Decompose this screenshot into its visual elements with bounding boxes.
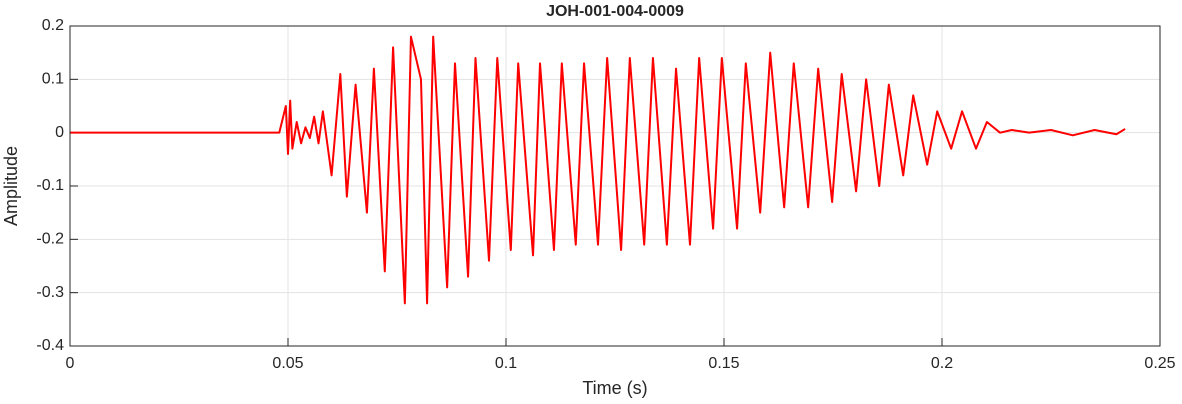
waveform-line xyxy=(70,35,1126,305)
x-tick-label: 0 xyxy=(66,355,75,372)
x-tick-label: 0.25 xyxy=(1144,355,1175,372)
x-axis-label: Time (s) xyxy=(582,378,647,398)
plot-frame xyxy=(69,25,1161,347)
x-tick-label: 0.1 xyxy=(495,355,517,372)
x-tick-label: 0.2 xyxy=(931,355,953,372)
y-tick-label: 0 xyxy=(55,124,64,141)
x-tick-label: 0.15 xyxy=(708,355,739,372)
y-axis-label: Amplitude xyxy=(1,146,21,226)
chart-title: JOH-001-004-0009 xyxy=(546,3,684,20)
y-tick-label: 0.2 xyxy=(42,17,64,34)
y-tick-label: -0.1 xyxy=(36,177,64,194)
x-tick-label: 0.05 xyxy=(272,355,303,372)
y-tick-label: 0.1 xyxy=(42,71,64,88)
y-tick-label: -0.4 xyxy=(36,337,64,354)
y-tick-label: -0.3 xyxy=(36,284,64,301)
y-tick-label: -0.2 xyxy=(36,231,64,248)
